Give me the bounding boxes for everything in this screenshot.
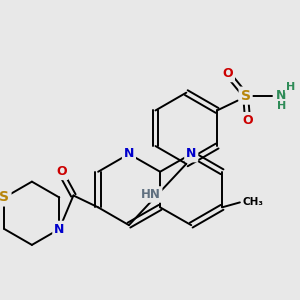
Text: HN: HN [141,188,160,201]
Text: N: N [276,89,286,102]
Text: S: S [241,88,250,103]
Text: S: S [0,190,10,205]
Text: N: N [186,148,196,160]
Text: CH₃: CH₃ [243,197,264,207]
Text: O: O [223,68,233,80]
Text: O: O [56,165,67,178]
Text: N: N [124,148,134,160]
Text: O: O [242,114,253,127]
Text: H: H [277,100,286,110]
Text: N: N [54,223,64,236]
Text: H: H [286,82,296,92]
